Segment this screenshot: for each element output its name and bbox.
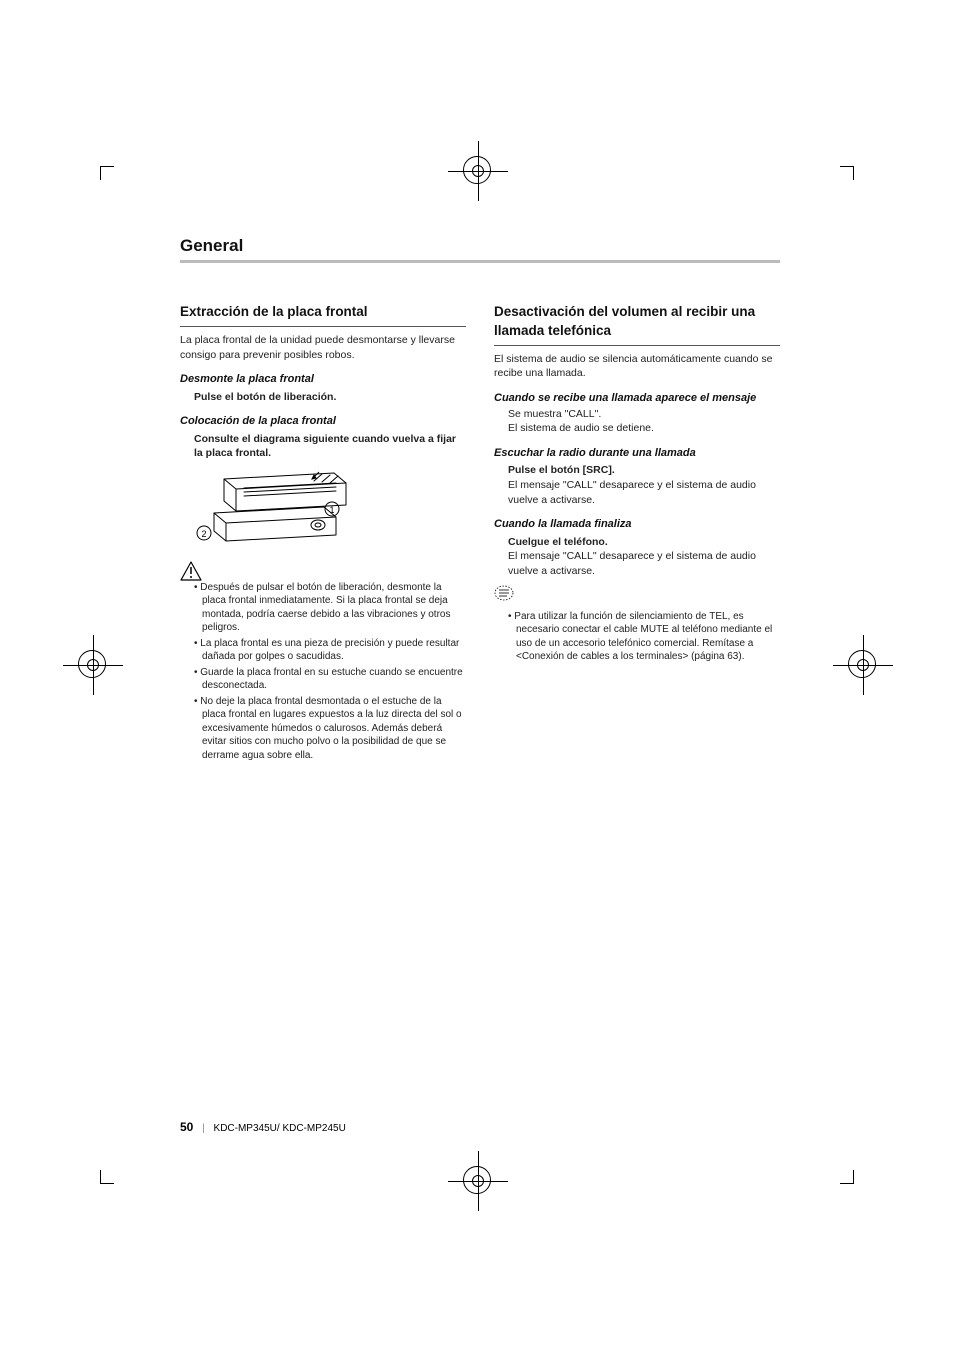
left-sub2: Colocación de la placa frontal — [180, 414, 466, 429]
left-bullet-4: No deje la placa frontal desmontada o el… — [194, 695, 466, 763]
right-sub3-body: El mensaje "CALL" desaparece y el sistem… — [508, 549, 780, 578]
left-bullet-2: La placa frontal es una pieza de precisi… — [194, 637, 466, 664]
bracket-tr — [840, 166, 854, 180]
right-heading: Desactivación del volumen al recibir una… — [494, 303, 780, 346]
two-column-layout: Extracción de la placa frontal La placa … — [180, 303, 780, 764]
caution-icon — [180, 561, 466, 581]
left-bullet-3: Guarde la placa frontal en su estuche cu… — [194, 666, 466, 693]
right-sub1-line2: El sistema de audio se detiene. — [508, 421, 780, 436]
right-sub1: Cuando se recibe una llamada aparece el … — [494, 391, 780, 406]
right-note-bullet-1: Para utilizar la función de silenciamien… — [508, 610, 780, 664]
left-sub1: Desmonte la placa frontal — [180, 372, 466, 387]
right-sub2-step: Pulse el botón [SRC]. — [508, 463, 780, 478]
right-sub2-body: El mensaje "CALL" desaparece y el sistem… — [508, 478, 780, 507]
left-sub1-step: Pulse el botón de liberación. — [194, 390, 466, 405]
left-heading: Extracción de la placa frontal — [180, 303, 466, 327]
page-footer: 50 | KDC-MP345U/ KDC-MP245U — [180, 1120, 346, 1134]
left-bullets: Después de pulsar el botón de liberación… — [194, 581, 466, 763]
bracket-tl — [100, 166, 114, 180]
right-note-bullets: Para utilizar la función de silenciamien… — [508, 610, 780, 664]
left-intro: La placa frontal de la unidad puede desm… — [180, 333, 466, 362]
faceplate-figure: 2 1 — [194, 471, 466, 551]
right-sub3-step: Cuelgue el teléfono. — [508, 535, 780, 550]
footer-model: KDC-MP345U/ KDC-MP245U — [214, 1123, 346, 1134]
page-number: 50 — [180, 1120, 193, 1134]
footer-separator: | — [196, 1123, 211, 1134]
page-content: General Extracción de la placa frontal L… — [180, 236, 780, 764]
left-bullet-1: Después de pulsar el botón de liberación… — [194, 581, 466, 635]
note-icon — [494, 585, 780, 606]
crop-mark-bottom — [463, 1166, 491, 1194]
crop-mark-right — [848, 650, 876, 678]
bracket-bl — [100, 1170, 114, 1184]
bracket-br — [840, 1170, 854, 1184]
left-column: Extracción de la placa frontal La placa … — [180, 303, 466, 764]
right-intro: El sistema de audio se silencia automáti… — [494, 352, 780, 381]
right-sub1-line1: Se muestra "CALL". — [508, 407, 780, 422]
crop-mark-top — [463, 156, 491, 184]
page-title: General — [180, 236, 780, 263]
crop-mark-left — [78, 650, 106, 678]
right-sub3: Cuando la llamada finaliza — [494, 517, 780, 532]
right-sub2: Escuchar la radio durante una llamada — [494, 446, 780, 461]
svg-text:1: 1 — [329, 505, 334, 515]
svg-text:2: 2 — [201, 529, 206, 539]
left-sub2-step: Consulte el diagrama siguiente cuando vu… — [194, 432, 466, 461]
right-column: Desactivación del volumen al recibir una… — [494, 303, 780, 764]
